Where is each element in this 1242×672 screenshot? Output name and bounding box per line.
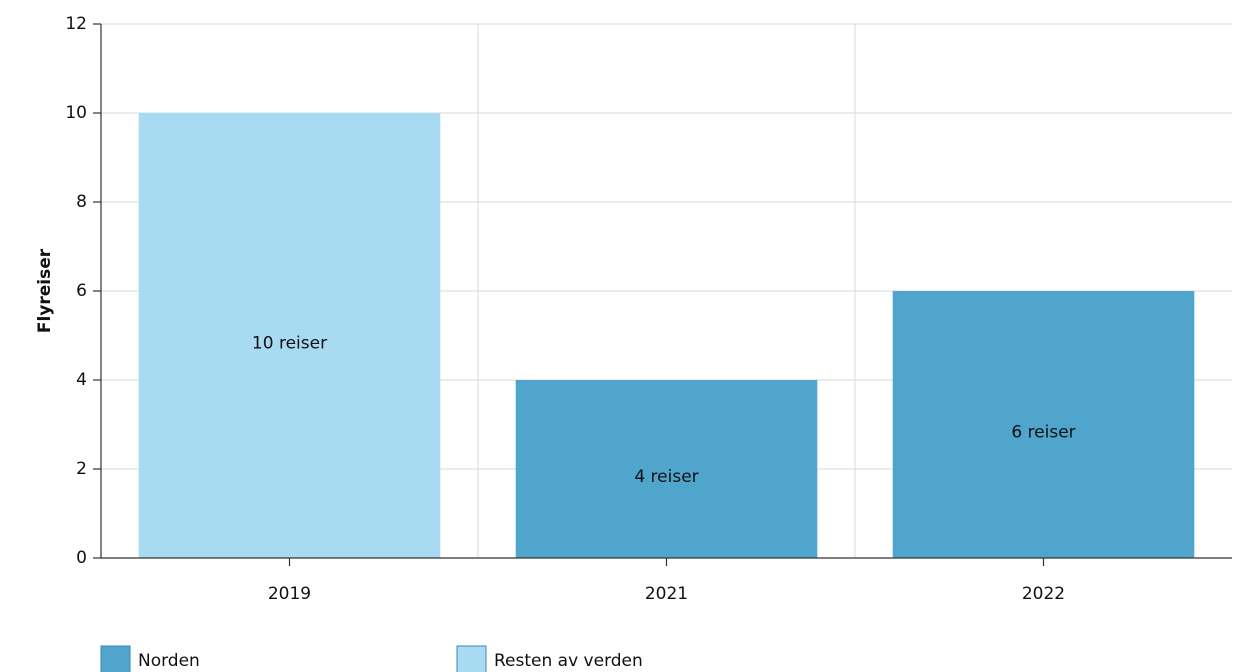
y-tick-label: 6 (76, 281, 87, 301)
x-tick-label: 2019 (268, 584, 311, 604)
y-tick-label: 0 (76, 548, 87, 568)
bar-segment (138, 113, 441, 558)
x-tick-label: 2022 (1022, 584, 1065, 604)
data-label: 4 reiser (634, 467, 698, 487)
legend-swatch (456, 645, 487, 672)
y-axis-label: Flyreiser (35, 248, 55, 333)
x-tick-label: 2021 (645, 584, 688, 604)
legend-swatch (100, 645, 131, 672)
legend-label: Norden (138, 651, 200, 671)
y-tick-label: 10 (65, 103, 87, 123)
bar-segment (892, 291, 1195, 558)
data-label: 6 reiser (1011, 423, 1075, 443)
y-tick-label: 12 (65, 14, 87, 34)
y-tick-label: 4 (76, 370, 87, 390)
bar-segment (515, 380, 818, 558)
y-tick-label: 8 (76, 192, 87, 212)
y-tick-label: 2 (76, 459, 87, 479)
data-label: 10 reiser (252, 334, 327, 354)
legend-label: Resten av verden (494, 651, 643, 671)
